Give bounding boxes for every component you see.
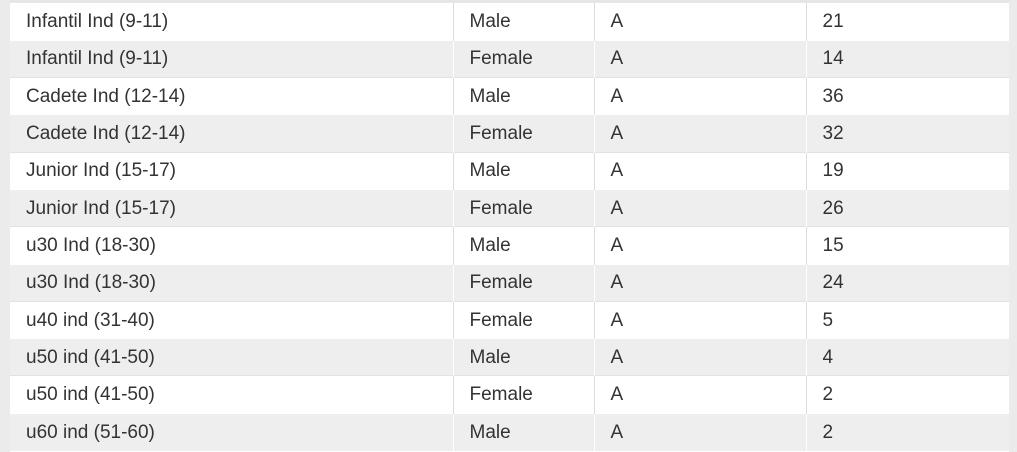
- group-cell: A: [593, 77, 806, 115]
- table-row: Cadete Ind (12-14) Male A 36: [10, 77, 1009, 115]
- gender-cell: Male: [452, 338, 594, 376]
- gender-cell: Female: [452, 114, 594, 153]
- group-cell: A: [593, 226, 806, 265]
- category-cell: u60 ind (51-60): [10, 412, 453, 451]
- table-row: u50 ind (41-50) Female A 2: [10, 375, 1009, 414]
- gender-cell: Male: [452, 412, 594, 451]
- category-cell: u30 Ind (18-30): [10, 226, 453, 265]
- category-cell: u50 ind (41-50): [10, 338, 453, 376]
- gender-cell: Male: [452, 226, 594, 265]
- results-table: Infantil Ind (9-11) Male A 21 Infantil I…: [10, 3, 1009, 451]
- category-cell: u40 ind (31-40): [10, 300, 453, 339]
- group-cell: A: [593, 263, 806, 302]
- gender-cell: Female: [452, 188, 594, 227]
- gender-cell: Female: [452, 300, 594, 339]
- count-cell: 19: [805, 151, 1009, 190]
- count-cell: 32: [805, 114, 1009, 153]
- group-cell: A: [593, 188, 806, 227]
- count-cell: 21: [805, 3, 1009, 41]
- count-cell: 36: [805, 77, 1009, 115]
- count-cell: 24: [805, 263, 1009, 302]
- count-cell: 15: [805, 226, 1009, 265]
- gender-cell: Female: [452, 375, 594, 414]
- count-cell: 4: [805, 338, 1009, 376]
- group-cell: A: [593, 300, 806, 339]
- table-row: u50 ind (41-50) Male A 4: [10, 338, 1009, 376]
- group-cell: A: [593, 151, 806, 190]
- group-cell: A: [593, 114, 806, 153]
- group-cell: A: [593, 412, 806, 451]
- table-row: u30 Ind (18-30) Male A 15: [10, 226, 1009, 265]
- table-row: Cadete Ind (12-14) Female A 32: [10, 114, 1009, 153]
- table-row: Infantil Ind (9-11) Male A 21: [10, 3, 1009, 41]
- category-cell: Junior Ind (15-17): [10, 151, 453, 190]
- gender-cell: Male: [452, 151, 594, 190]
- category-cell: Cadete Ind (12-14): [10, 114, 453, 153]
- category-cell: u50 ind (41-50): [10, 375, 453, 414]
- count-cell: 14: [805, 39, 1009, 78]
- table-row: Infantil Ind (9-11) Female A 14: [10, 39, 1009, 78]
- table-row: u40 ind (31-40) Female A 5: [10, 300, 1009, 339]
- gender-cell: Male: [452, 3, 594, 41]
- category-cell: Junior Ind (15-17): [10, 188, 453, 227]
- group-cell: A: [593, 39, 806, 78]
- count-cell: 26: [805, 188, 1009, 227]
- table-row: u60 ind (51-60) Male A 2: [10, 412, 1009, 451]
- category-cell: u30 Ind (18-30): [10, 263, 453, 302]
- table-row: Junior Ind (15-17) Female A 26: [10, 188, 1009, 227]
- table-row: Junior Ind (15-17) Male A 19: [10, 151, 1009, 190]
- category-cell: Infantil Ind (9-11): [26, 10, 169, 32]
- group-cell: A: [593, 375, 806, 414]
- count-cell: 2: [805, 375, 1009, 414]
- count-cell: 2: [805, 412, 1009, 451]
- table-row: u30 Ind (18-30) Female A 24: [10, 263, 1009, 302]
- gender-cell: Female: [452, 263, 594, 302]
- results-table-container: Infantil Ind (9-11) Male A 21 Infantil I…: [10, 0, 1009, 452]
- count-cell: 5: [805, 300, 1009, 339]
- results-table-body: Infantil Ind (9-11) Male A 21 Infantil I…: [10, 3, 1009, 451]
- category-cell: Infantil Ind (9-11): [10, 39, 453, 78]
- gender-cell: Female: [452, 39, 594, 78]
- group-cell: A: [593, 338, 806, 376]
- category-cell: Cadete Ind (12-14): [10, 77, 453, 115]
- gender-cell: Male: [452, 77, 594, 115]
- group-cell: A: [593, 3, 806, 41]
